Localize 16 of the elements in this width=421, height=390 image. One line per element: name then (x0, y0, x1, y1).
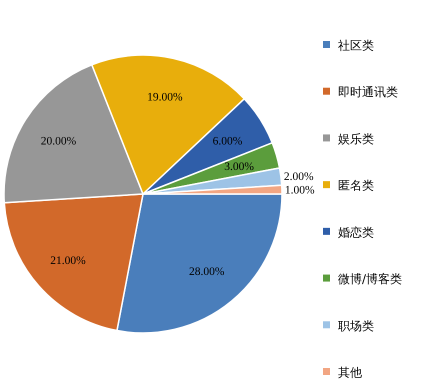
data-label: 3.00% (224, 161, 254, 174)
data-label: 21.00% (50, 255, 86, 268)
legend-label: 婚恋类 (338, 225, 374, 240)
legend-label: 匿名类 (338, 178, 374, 193)
data-label: 6.00% (212, 135, 243, 148)
legend-label: 微博/博客类 (338, 272, 402, 286)
legend-label: 职场类 (338, 318, 374, 333)
data-label: 1.00% (284, 184, 316, 197)
data-label: 19.00% (147, 91, 183, 104)
legend-label: 社区类 (338, 38, 374, 52)
data-label: 28.00% (189, 266, 225, 278)
data-label: 20.00% (40, 135, 77, 148)
legend-label: 即时通讯类 (338, 85, 398, 100)
legend-label: 娱乐类 (338, 132, 374, 146)
legend-label: 其他 (338, 366, 362, 380)
data-label: 2.00% (284, 171, 314, 184)
